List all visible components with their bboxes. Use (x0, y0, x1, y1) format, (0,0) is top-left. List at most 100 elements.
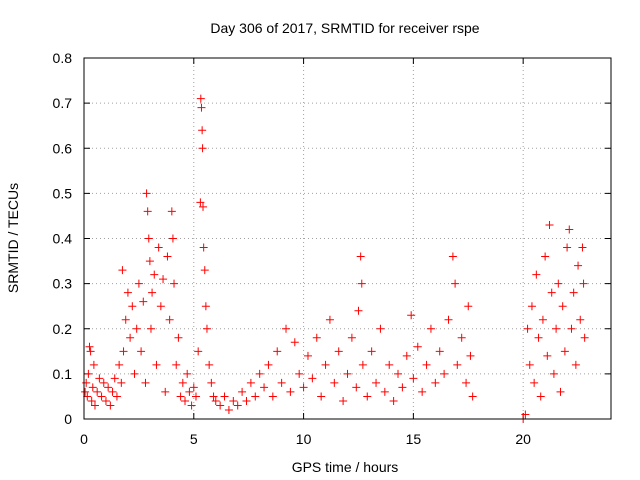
data-point (560, 347, 569, 356)
data-point (580, 333, 589, 342)
data-point (457, 333, 466, 342)
data-point (440, 369, 449, 378)
data-point (389, 396, 398, 405)
data-point (191, 392, 200, 401)
data-point (534, 333, 543, 342)
data-point (199, 202, 208, 211)
data-point (159, 275, 168, 284)
data-point (312, 333, 321, 342)
data-point (220, 392, 229, 401)
data-point (468, 392, 477, 401)
data-point (286, 387, 295, 396)
data-point (579, 279, 588, 288)
y-tick-label: 0.5 (53, 185, 73, 201)
data-point (132, 324, 141, 333)
data-point (207, 378, 216, 387)
data-point (538, 315, 547, 324)
data-point (81, 387, 90, 396)
data-point (112, 392, 121, 401)
data-point (176, 392, 185, 401)
data-point (347, 333, 356, 342)
data-point (198, 144, 207, 153)
data-point (145, 257, 154, 266)
x-tick-label: 10 (296, 431, 312, 447)
data-point (547, 288, 556, 297)
data-point (196, 198, 205, 207)
data-point (181, 396, 190, 405)
data-point (358, 360, 367, 369)
data-point (549, 369, 558, 378)
y-tick-label: 0.7 (53, 95, 73, 111)
plot-frame (83, 57, 612, 420)
data-point (451, 279, 460, 288)
data-point (260, 383, 269, 392)
data-point (233, 401, 242, 410)
data-point (402, 351, 411, 360)
y-tick-label: 0.6 (53, 140, 73, 156)
data-point (174, 333, 183, 342)
data-point (86, 347, 95, 356)
data-point (268, 392, 277, 401)
data-point (163, 252, 172, 261)
data-point (143, 207, 152, 216)
data-point (185, 387, 194, 396)
data-point (85, 342, 94, 351)
data-point (376, 324, 385, 333)
data-point (343, 369, 352, 378)
data-point (187, 401, 196, 410)
data-point (431, 378, 440, 387)
y-axis-label: SRMTID / TECUs (5, 183, 21, 293)
data-point (242, 396, 251, 405)
data-point (541, 252, 550, 261)
data-point (197, 103, 206, 112)
x-tick-label: 20 (515, 431, 531, 447)
data-point (255, 369, 264, 378)
data-point (170, 279, 179, 288)
data-point (189, 383, 198, 392)
y-ticks: 0 0.1 0.2 0.3 0.4 0.5 0.6 0.7 0.8 (53, 50, 611, 427)
data-point (99, 378, 108, 387)
data-point (552, 324, 561, 333)
data-point (148, 288, 157, 297)
data-point (87, 396, 96, 405)
data-point (165, 315, 174, 324)
data-point (137, 347, 146, 356)
x-tick-label: 5 (190, 431, 198, 447)
data-point (422, 360, 431, 369)
data-point (211, 396, 220, 405)
data-point (88, 383, 97, 392)
data-point (238, 387, 247, 396)
data-point (134, 279, 143, 288)
data-point (466, 351, 475, 360)
data-point (530, 378, 539, 387)
data-point (126, 333, 135, 342)
data-point (394, 369, 403, 378)
data-point (152, 360, 161, 369)
data-point (117, 378, 126, 387)
x-tick-label: 0 (80, 431, 88, 447)
data-point (574, 261, 583, 270)
data-point (139, 297, 148, 306)
data-point (121, 315, 130, 324)
data-point (84, 369, 93, 378)
data-point (161, 387, 170, 396)
data-point (295, 369, 304, 378)
data-point (363, 392, 372, 401)
data-point (82, 378, 91, 387)
data-point (558, 302, 567, 311)
data-point (464, 302, 473, 311)
chart-title: Day 306 of 2017, SRMTID for receiver rsp… (210, 20, 479, 36)
data-point (317, 392, 326, 401)
data-point (444, 315, 453, 324)
data-point (273, 347, 282, 356)
data-point (83, 392, 92, 401)
data-point (385, 360, 394, 369)
y-tick-label: 0.3 (53, 276, 73, 292)
data-point (407, 311, 416, 320)
data-point (128, 302, 137, 311)
data-point (334, 347, 343, 356)
data-point (354, 306, 363, 315)
data-point (205, 360, 214, 369)
data-point (357, 279, 366, 288)
data-point (567, 324, 576, 333)
